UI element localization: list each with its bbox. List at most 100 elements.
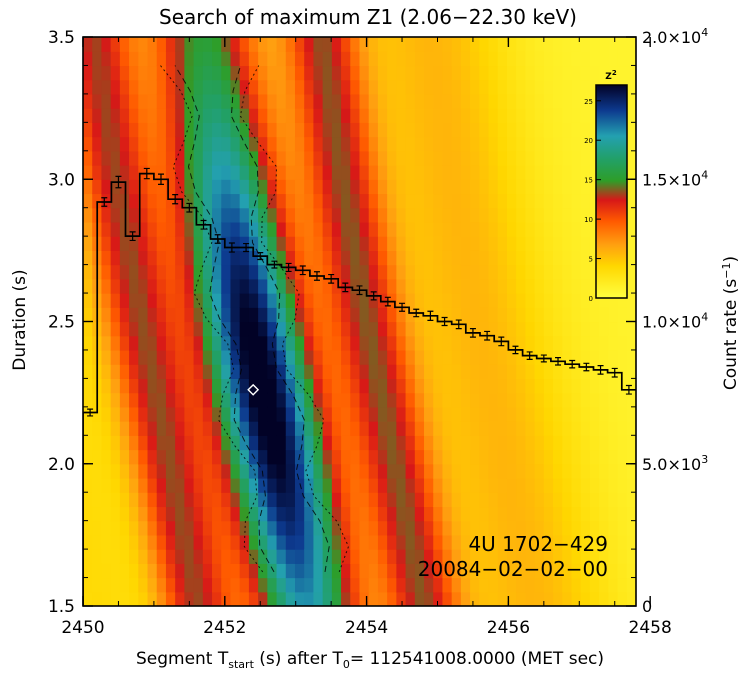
heatmap-cell: [479, 549, 490, 564]
heatmap-cell: [626, 520, 636, 536]
heatmap-cell: [129, 207, 139, 223]
heatmap-cell: [239, 65, 250, 81]
heatmap-cell: [516, 591, 526, 606]
heatmap-cell: [405, 207, 416, 223]
heatmap-cell: [101, 463, 112, 479]
heatmap-cell: [212, 435, 222, 451]
heatmap-cell: [175, 406, 185, 422]
heatmap-cell: [258, 506, 268, 522]
heatmap-cell: [322, 293, 333, 308]
heatmap-cell: [589, 549, 600, 564]
heatmap-cell: [516, 492, 526, 508]
heatmap-cell: [488, 307, 499, 323]
heatmap-cell: [165, 378, 176, 394]
heatmap-cell: [248, 37, 259, 52]
heatmap-cell: [571, 250, 582, 266]
heatmap-cell: [202, 563, 213, 579]
heatmap-cell: [184, 51, 195, 67]
heatmap-cell: [479, 278, 490, 294]
heatmap-cell: [580, 591, 591, 606]
heatmap-cell: [479, 193, 490, 209]
heatmap-cell: [285, 65, 296, 81]
heatmap-cell: [212, 449, 222, 465]
heatmap-cell: [470, 435, 480, 451]
heatmap-cell: [110, 577, 121, 593]
heatmap-cell: [506, 37, 517, 52]
heatmap-cell: [359, 449, 370, 465]
y-tick-label: 1.5: [48, 597, 75, 617]
heatmap-cell: [488, 37, 499, 52]
heatmap-cell: [405, 477, 416, 493]
heatmap-cell: [138, 79, 149, 95]
heatmap-cell: [534, 65, 545, 81]
heatmap-cell: [202, 335, 213, 351]
heatmap-cell: [101, 520, 112, 536]
heatmap-cell: [165, 477, 176, 493]
heatmap-cell: [359, 51, 370, 67]
heatmap-cell: [184, 349, 195, 365]
heatmap-cell: [341, 136, 351, 152]
heatmap-cell: [304, 335, 315, 351]
heatmap-cell: [626, 335, 636, 351]
heatmap-cell: [506, 207, 517, 223]
heatmap-cell: [377, 307, 388, 323]
heatmap-cell: [562, 221, 573, 237]
heatmap-cell: [460, 193, 471, 209]
heatmap-cell: [626, 93, 636, 109]
heatmap-cell: [359, 278, 370, 294]
heatmap-cell: [239, 108, 250, 123]
heatmap-cell: [626, 207, 636, 223]
heatmap-cell: [156, 79, 167, 95]
light-curve-error-bar: [469, 328, 476, 338]
heatmap-cell: [506, 577, 517, 593]
heatmap-cell: [184, 193, 195, 209]
heatmap-cell: [230, 179, 241, 195]
heatmap-cell: [119, 264, 130, 280]
heatmap-cell: [424, 577, 434, 593]
heatmap-cell: [322, 506, 333, 522]
heatmap-cell: [156, 37, 167, 52]
heatmap-cell: [589, 392, 600, 408]
heatmap-cell: [350, 349, 361, 365]
heatmap-cell: [506, 93, 517, 109]
heatmap-cell: [396, 221, 407, 237]
heatmap-cell: [83, 449, 93, 465]
heatmap-cell: [506, 364, 517, 380]
heatmap-cell: [534, 577, 545, 593]
heatmap-cell: [506, 520, 517, 536]
heatmap-cell: [350, 463, 361, 479]
heatmap-cell: [313, 577, 324, 593]
heatmap-cell: [341, 477, 351, 493]
heatmap-cell: [470, 278, 480, 294]
heatmap-cell: [534, 207, 545, 223]
heatmap-cell: [175, 335, 185, 351]
heatmap-cell: [414, 321, 425, 337]
contour-dashed-right: [230, 65, 330, 572]
heatmap-cell: [571, 293, 582, 308]
heatmap-cell: [424, 421, 434, 436]
heatmap-cell: [525, 207, 536, 223]
heatmap-cell: [202, 179, 213, 195]
heatmap-cell: [589, 179, 600, 195]
heatmap-cell: [165, 193, 176, 209]
heatmap-cell: [451, 207, 462, 223]
heatmap-cell: [92, 165, 103, 180]
heatmap-cell: [479, 221, 490, 237]
heatmap-cell: [516, 122, 526, 138]
heatmap-cell: [92, 435, 103, 451]
heatmap-cell: [451, 378, 462, 394]
heatmap-cell: [589, 321, 600, 337]
heatmap-cell: [387, 577, 397, 593]
heatmap-cell: [239, 349, 250, 365]
heatmap-cell: [184, 93, 195, 109]
heatmap-cell: [525, 250, 536, 266]
heatmap-cell: [543, 264, 554, 280]
heatmap-cell: [359, 221, 370, 237]
heatmap-cell: [129, 435, 139, 451]
heatmap-cell: [405, 321, 416, 337]
heatmap-cell: [184, 236, 195, 251]
heatmap-cell: [331, 364, 342, 380]
heatmap-cell: [525, 378, 536, 394]
heatmap-cell: [248, 477, 259, 493]
heatmap-cell: [304, 179, 315, 195]
